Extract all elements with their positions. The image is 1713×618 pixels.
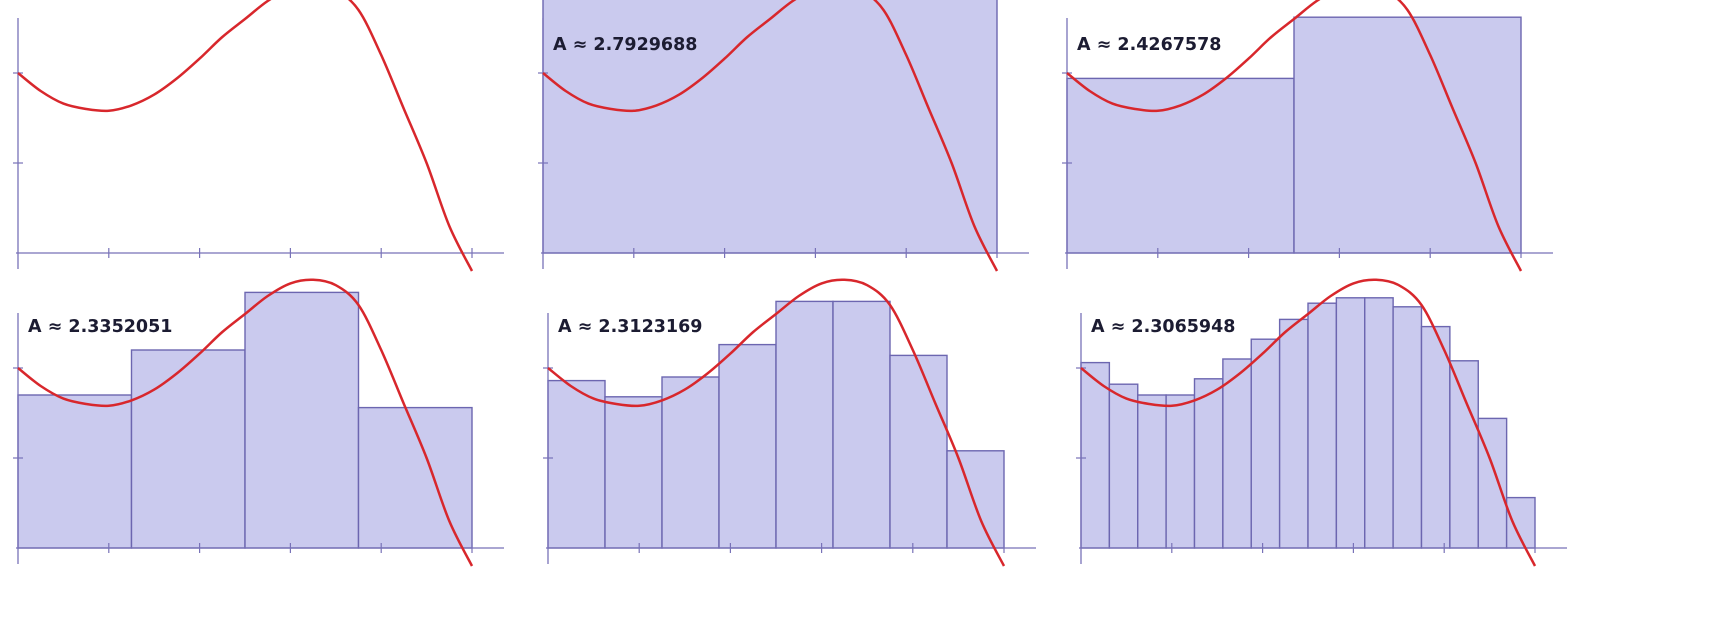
riemann-rectangle-1	[17, 394, 133, 549]
area-label: A ≈ 2.3065948	[1091, 317, 1235, 337]
area-label: A ≈ 2.4267578	[1077, 35, 1221, 55]
riemann-rectangle-14	[1449, 360, 1479, 549]
riemann-rectangle-12	[1392, 306, 1423, 549]
function-curve	[17, 278, 474, 567]
riemann-rectangle-1	[1066, 77, 1295, 254]
riemann-rectangle-3	[1137, 394, 1167, 549]
riemann-rectangle-2	[130, 349, 246, 549]
riemann-rectangle-10	[1335, 297, 1366, 549]
riemann-rectangle-3	[244, 291, 360, 549]
function-curve	[17, 0, 474, 272]
panel-5: A ≈ 2.3123169	[543, 278, 1036, 567]
riemann-rectangle-7	[1250, 338, 1281, 549]
riemann-rectangle-1	[1080, 361, 1111, 549]
riemann-rectangle-4	[718, 343, 777, 549]
panel-4: A ≈ 2.3352051	[13, 278, 504, 567]
riemann-rectangle-2	[604, 396, 663, 549]
panel-1	[13, 0, 504, 272]
riemann-rectangle-3	[661, 376, 720, 549]
area-label: A ≈ 2.7929688	[553, 35, 697, 55]
riemann-rectangle-2	[1108, 383, 1139, 549]
area-label: A ≈ 2.3352051	[28, 317, 172, 337]
panel-2: A ≈ 2.7929688	[538, 0, 1029, 272]
panel-6: A ≈ 2.3065948	[1076, 278, 1567, 567]
riemann-rectangle-5	[1193, 378, 1224, 549]
riemann-rectangle-2	[1293, 16, 1522, 254]
riemann-rectangle-1	[542, 0, 998, 254]
riemann-rectangle-13	[1420, 325, 1451, 549]
riemann-rectangle-8	[1278, 318, 1309, 549]
riemann-rectangle-5	[775, 300, 834, 549]
riemann-rectangle-6	[1222, 358, 1252, 549]
function-curve	[1080, 278, 1537, 567]
riemann-rectangle-8	[946, 450, 1005, 549]
riemann-rectangle-1	[547, 379, 606, 549]
riemann-rectangle-6	[832, 300, 891, 549]
riemann-rectangle-7	[889, 354, 948, 549]
function-curve	[547, 278, 1006, 567]
function-curve	[1066, 0, 1523, 272]
riemann-rectangle-9	[1307, 302, 1338, 549]
riemann-rectangle-11	[1364, 297, 1394, 549]
function-curve	[542, 0, 999, 272]
riemann-rectangle-4	[1165, 394, 1196, 549]
panel-3: A ≈ 2.4267578	[1062, 0, 1553, 272]
area-label: A ≈ 2.3123169	[558, 317, 702, 337]
